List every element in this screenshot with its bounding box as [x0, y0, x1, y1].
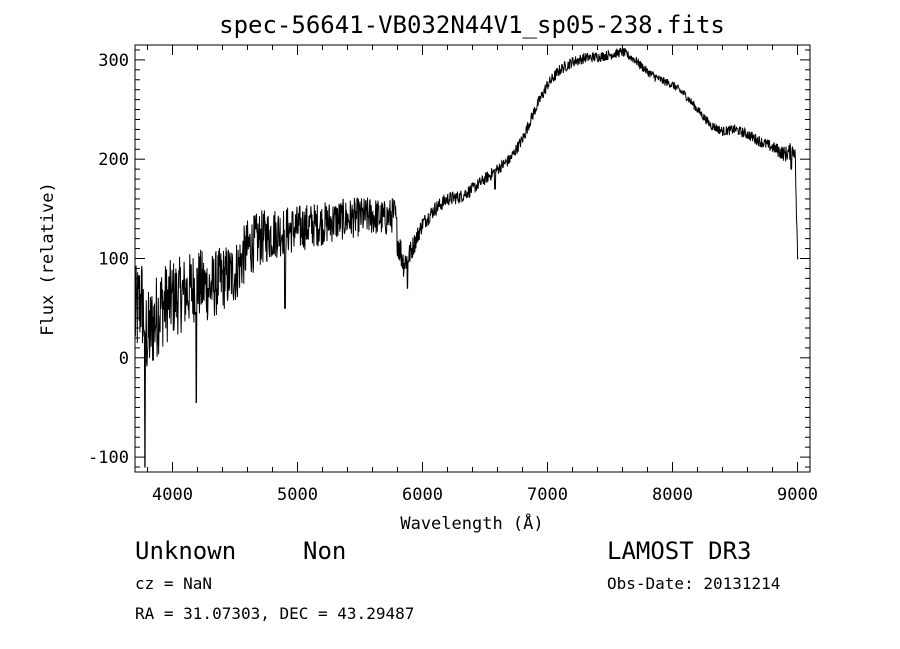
x-tick-label: 8000: [652, 485, 693, 505]
axis-ticks: [135, 45, 810, 472]
x-tick-label: 7000: [527, 485, 568, 505]
coordinates-text: RA = 31.07303, DEC = 43.29487: [135, 604, 414, 623]
redshift-text: cz = NaN: [135, 574, 212, 593]
object-class: Unknown: [135, 537, 236, 565]
survey-name: LAMOST DR3: [607, 537, 752, 565]
y-tick-label: 100: [98, 250, 129, 270]
x-tick-label: 5000: [277, 485, 318, 505]
y-tick-label: 0: [119, 349, 129, 369]
y-tick-label: -100: [88, 448, 129, 468]
y-tick-labels: -100 0 100 200 300: [88, 51, 129, 468]
x-tick-label: 6000: [402, 485, 443, 505]
spectrum-line: [134, 47, 799, 468]
x-tick-label: 4000: [152, 485, 193, 505]
y-axis-label: Flux (relative): [38, 182, 58, 336]
object-subclass: Non: [303, 537, 346, 565]
y-tick-label: 300: [98, 51, 129, 71]
obs-date: Obs-Date: 20131214: [607, 574, 780, 593]
x-tick-label: 9000: [777, 485, 818, 505]
x-tick-labels: 4000 5000 6000 7000 8000 9000: [152, 485, 818, 505]
chart-title: spec-56641-VB032N44V1_sp05-238.fits: [219, 11, 725, 39]
y-tick-label: 200: [98, 150, 129, 170]
x-axis-label: Wavelength (Å): [400, 512, 543, 534]
